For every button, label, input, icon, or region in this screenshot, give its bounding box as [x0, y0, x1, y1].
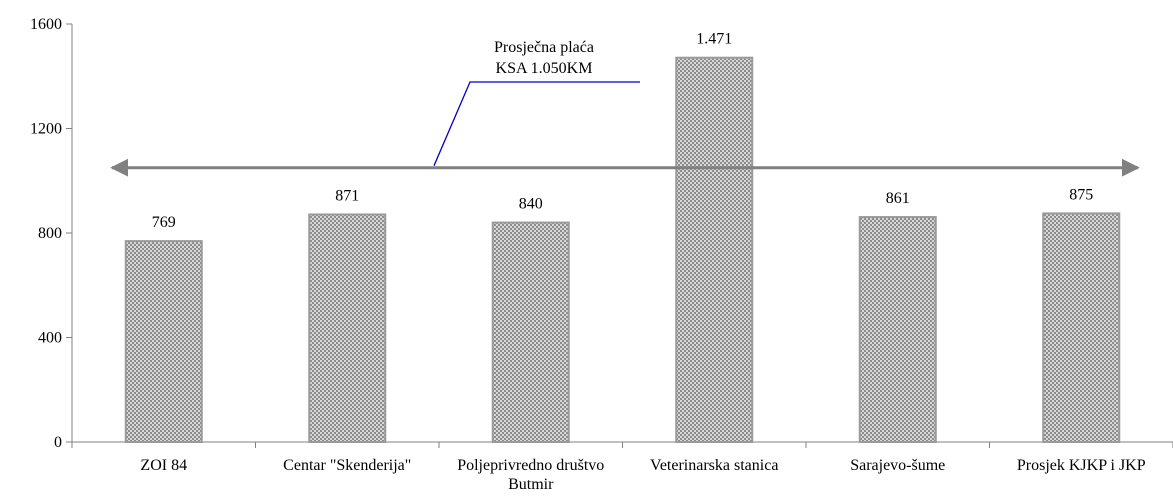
bar [124, 240, 203, 443]
bar [1042, 212, 1121, 443]
y-tick-label: 1600 [30, 16, 62, 33]
annotation: KSA 1.050KM [496, 60, 593, 77]
y-tick-label: 0 [54, 434, 62, 451]
x-tick-label: Sarajevo-šume [850, 457, 946, 474]
y-tick-label: 400 [38, 330, 62, 347]
y-tick-label: 800 [38, 225, 62, 242]
bar [858, 216, 937, 443]
y-tick-label: 1200 [30, 121, 62, 138]
data-label: 840 [519, 196, 543, 213]
bar [675, 56, 754, 443]
x-tick-label: Centar "Skenderija" [283, 457, 412, 474]
annotation: Prosječna plaća [494, 39, 594, 56]
x-tick-label: Prosjek KJKP i JKP [1016, 457, 1146, 474]
data-label: 875 [1069, 186, 1093, 203]
x-tick-label: ZOI 84 [140, 457, 188, 474]
data-label: 1.471 [696, 31, 732, 48]
x-tick-label: Veterinarska stanica [650, 457, 779, 474]
data-label: 769 [152, 214, 176, 231]
x-tick-label: Poljeprivredno društvo Butmir [457, 457, 605, 493]
bar [308, 213, 387, 443]
bar [491, 221, 570, 443]
data-label: 861 [886, 190, 910, 207]
annotation-leader [433, 81, 640, 166]
data-label: 871 [335, 187, 359, 204]
